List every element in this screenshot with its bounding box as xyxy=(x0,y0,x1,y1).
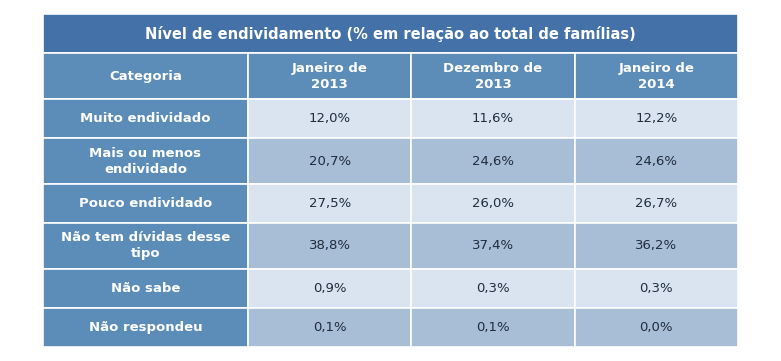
Text: Mais ou menos
endividado: Mais ou menos endividado xyxy=(90,147,201,175)
Text: Categoria: Categoria xyxy=(109,70,182,83)
Text: 38,8%: 38,8% xyxy=(308,239,351,252)
Bar xyxy=(412,308,575,347)
Text: Nível de endividamento (% em relação ao total de famílias): Nível de endividamento (% em relação ao … xyxy=(145,26,636,42)
Bar xyxy=(43,99,248,138)
Bar xyxy=(43,53,248,99)
Bar xyxy=(248,223,412,269)
Text: 20,7%: 20,7% xyxy=(308,155,351,168)
Text: 36,2%: 36,2% xyxy=(635,239,677,252)
Bar xyxy=(412,184,575,223)
Bar xyxy=(575,53,738,99)
Text: Não tem dívidas desse
tipo: Não tem dívidas desse tipo xyxy=(61,231,230,260)
Bar xyxy=(43,308,248,347)
Text: 0,3%: 0,3% xyxy=(476,282,510,295)
Text: 24,6%: 24,6% xyxy=(472,155,514,168)
Bar xyxy=(575,223,738,269)
Text: 24,6%: 24,6% xyxy=(636,155,677,168)
Text: 0,3%: 0,3% xyxy=(640,282,673,295)
Text: 27,5%: 27,5% xyxy=(308,197,351,210)
Bar xyxy=(248,138,412,184)
Bar xyxy=(248,53,412,99)
Bar xyxy=(43,223,248,269)
Text: Não respondeu: Não respondeu xyxy=(89,321,202,334)
Text: 26,0%: 26,0% xyxy=(472,197,514,210)
Text: Dezembro de
2013: Dezembro de 2013 xyxy=(444,62,543,91)
Bar xyxy=(575,184,738,223)
Bar xyxy=(575,308,738,347)
Text: 12,0%: 12,0% xyxy=(308,112,351,125)
Bar xyxy=(248,269,412,308)
Text: 11,6%: 11,6% xyxy=(472,112,514,125)
Bar xyxy=(43,184,248,223)
Bar xyxy=(412,53,575,99)
Text: 26,7%: 26,7% xyxy=(635,197,677,210)
Text: Janeiro de
2014: Janeiro de 2014 xyxy=(619,62,694,91)
Text: 0,9%: 0,9% xyxy=(313,282,347,295)
Bar xyxy=(412,269,575,308)
Bar xyxy=(248,308,412,347)
Bar xyxy=(575,269,738,308)
Text: 37,4%: 37,4% xyxy=(472,239,514,252)
Bar xyxy=(248,184,412,223)
Text: Janeiro de
2013: Janeiro de 2013 xyxy=(292,62,368,91)
Text: 12,2%: 12,2% xyxy=(635,112,677,125)
Bar xyxy=(575,99,738,138)
Bar xyxy=(412,99,575,138)
Bar xyxy=(412,138,575,184)
Bar xyxy=(575,138,738,184)
Text: Pouco endividado: Pouco endividado xyxy=(79,197,212,210)
Text: Muito endividado: Muito endividado xyxy=(80,112,211,125)
Bar xyxy=(43,269,248,308)
Bar xyxy=(412,223,575,269)
Bar xyxy=(43,14,738,53)
Text: Não sabe: Não sabe xyxy=(111,282,180,295)
Text: 0,1%: 0,1% xyxy=(476,321,510,334)
Text: 0,0%: 0,0% xyxy=(640,321,673,334)
Bar xyxy=(43,138,248,184)
Bar xyxy=(248,99,412,138)
Text: 0,1%: 0,1% xyxy=(313,321,347,334)
